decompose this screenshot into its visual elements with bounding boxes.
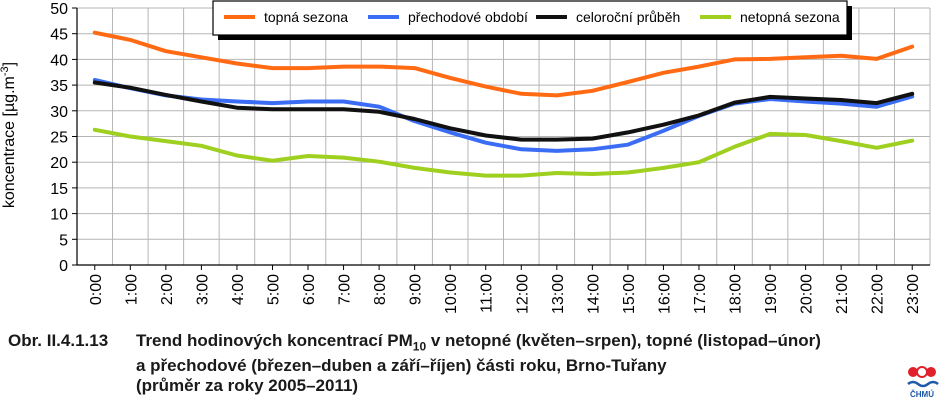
x-tick-label: 16:00 [656, 274, 673, 314]
y-tick-label: 25 [50, 130, 68, 147]
caption-text-2: v netopné (květen–srpen), topné (listopa… [426, 331, 821, 350]
caption-text-1: Trend hodinových koncentrací PM [136, 331, 413, 350]
line-chart: 0 5 10 15 20 25 30 35 40 45 50 0:00 1:00 2:00 3:00 4:0… [0, 0, 931, 314]
x-tick-label: 21:00 [834, 274, 851, 314]
legend-label: celoroční průběh [576, 9, 680, 25]
x-tick-label: 2:00 [159, 274, 176, 305]
x-tick-label: 14:00 [585, 274, 602, 314]
y-axis-label: koncentrace [µg.m-3] [0, 62, 18, 208]
legend-label: netopná sezona [740, 9, 840, 25]
x-tick-label: 0:00 [88, 274, 105, 305]
series-line [92, 127, 915, 178]
x-tick-label: 6:00 [301, 274, 318, 305]
x-tick-label: 10:00 [443, 274, 460, 314]
x-tick-label: 11:00 [479, 274, 496, 313]
y-tick-label: 30 [50, 104, 68, 121]
series-line [92, 80, 915, 142]
x-tick-label: 18:00 [728, 274, 745, 314]
series-line [92, 78, 915, 153]
x-tick-label: 3:00 [194, 274, 211, 305]
figure-number: Obr. II.4.1.13 [8, 331, 109, 350]
x-tick-label: 15:00 [621, 274, 638, 314]
x-tick-label: 9:00 [408, 274, 425, 305]
y-tick-label: 50 [50, 1, 68, 18]
x-tick-label: 17:00 [692, 274, 709, 314]
y-tick-label: 10 [50, 207, 68, 224]
x-tick-label: 23:00 [905, 274, 922, 314]
y-tick-label: 40 [50, 52, 68, 69]
series-line [92, 30, 915, 98]
chmu-logo-icon: ČHMÚ [907, 366, 939, 399]
x-tick-label: 5:00 [265, 274, 282, 305]
caption-line-2: a přechodové (březen–duben a září–říjen)… [136, 356, 667, 376]
chart-series [92, 30, 915, 178]
legend-label: topná sezona [264, 9, 348, 25]
y-tick-label: 15 [50, 181, 68, 198]
x-tick-label: 1:00 [123, 274, 140, 305]
chart-axes [72, 7, 930, 270]
y-tick-label: 20 [50, 155, 68, 172]
figure-caption: Obr. II.4.1.13 Trend hodinových koncentra… [8, 331, 948, 396]
legend-label: přechodové období [408, 9, 528, 25]
x-tick-label: 7:00 [337, 274, 354, 305]
svg-text:ČHMÚ: ČHMÚ [910, 390, 934, 399]
x-tick-labels: 0:00 1:00 2:00 3:00 4:00 5:00 6:00 7:00 8:00 9:00… [88, 274, 922, 314]
chart-legend: topná sezona přechodové období celoroční p… [212, 0, 852, 40]
y-tick-label: 35 [50, 78, 68, 95]
y-tick-label: 5 [59, 232, 68, 249]
x-tick-label: 22:00 [870, 274, 887, 314]
caption-line-3: (průměr za roky 2005–2011) [136, 376, 359, 396]
x-tick-label: 19:00 [763, 274, 780, 314]
x-tick-label: 8:00 [372, 274, 389, 305]
caption-subscript: 10 [412, 339, 427, 354]
x-tick-label: 13:00 [550, 274, 567, 314]
x-tick-label: 12:00 [514, 274, 531, 314]
y-tick-labels: 0 5 10 15 20 25 30 35 40 45 50 [50, 1, 68, 275]
legend-box [212, 0, 848, 36]
y-tick-label: 0 [59, 258, 68, 275]
y-tick-label: 45 [50, 27, 68, 44]
x-tick-label: 4:00 [230, 274, 247, 305]
x-tick-label: 20:00 [799, 274, 816, 314]
